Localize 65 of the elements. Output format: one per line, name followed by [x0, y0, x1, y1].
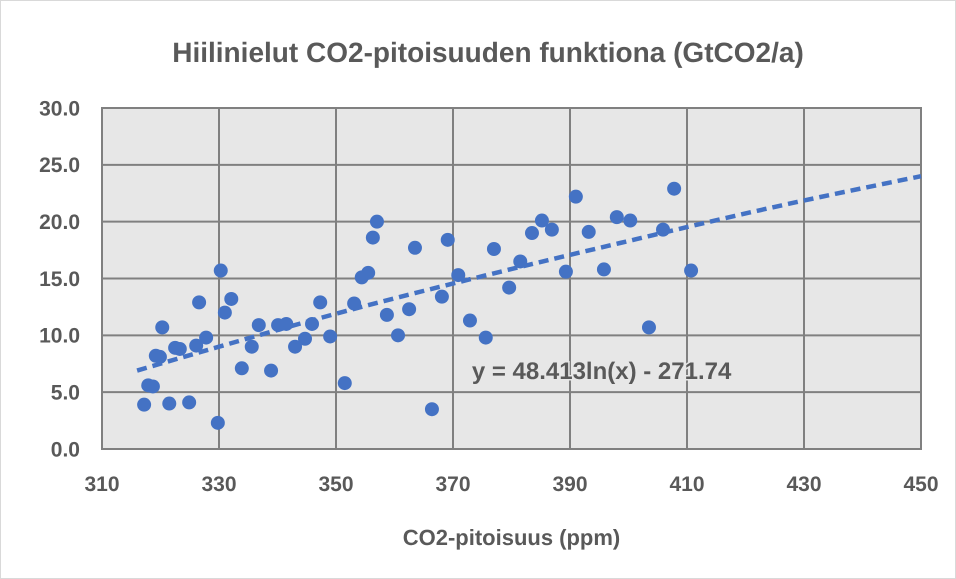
point	[478, 330, 493, 345]
point	[513, 254, 528, 268]
y-tick-label: 15.0	[39, 268, 80, 291]
point	[544, 222, 559, 237]
point	[391, 328, 406, 342]
point	[623, 214, 638, 228]
y-tick-label: 5.0	[50, 382, 80, 405]
x-tick-label: 330	[201, 473, 237, 496]
point	[684, 264, 698, 278]
point	[380, 308, 394, 322]
x-tick-label: 450	[903, 473, 939, 496]
x-tick-label: 310	[84, 473, 120, 496]
point	[313, 295, 328, 310]
x-tick-label: 390	[552, 473, 588, 496]
point	[408, 240, 422, 255]
point	[244, 340, 259, 354]
point	[137, 398, 152, 412]
point	[596, 262, 611, 276]
point	[568, 190, 583, 204]
x-tick-label: 430	[786, 473, 822, 496]
point	[162, 396, 176, 411]
point	[224, 292, 238, 306]
point	[192, 295, 206, 310]
y-tick-label: 25.0	[39, 154, 80, 178]
point	[424, 402, 439, 416]
point	[288, 340, 302, 354]
point	[298, 332, 312, 346]
point	[440, 232, 455, 247]
point	[218, 306, 232, 320]
point	[155, 320, 170, 334]
point	[582, 224, 596, 239]
y-tick-label: 20.0	[39, 211, 80, 234]
point	[264, 364, 278, 378]
point	[210, 416, 225, 430]
chart-title: Hiilinielut CO2-pitoisuuden funktiona (GtCO2/a)	[172, 37, 804, 68]
y-tick-label: 0.0	[50, 438, 80, 462]
x-tick-label: 410	[669, 473, 705, 496]
point	[610, 210, 624, 224]
point	[189, 338, 204, 353]
point	[402, 302, 416, 316]
point	[252, 318, 266, 332]
point	[462, 314, 477, 328]
y-tick-label: 30.0	[39, 97, 80, 120]
point	[361, 266, 376, 280]
point	[199, 330, 214, 345]
point	[370, 214, 384, 229]
point	[502, 280, 516, 295]
point	[486, 242, 501, 256]
point	[558, 264, 573, 279]
point	[338, 376, 352, 390]
point	[524, 226, 539, 240]
point	[434, 290, 449, 304]
x-tick-label: 350	[318, 473, 354, 496]
x-tick-label: 370	[435, 473, 471, 496]
point	[182, 395, 196, 410]
point	[667, 182, 682, 196]
point	[234, 361, 249, 376]
x-axis-title: CO2-pitoisuus (ppm)	[402, 525, 620, 550]
point	[534, 214, 549, 228]
point	[642, 320, 656, 334]
point	[323, 329, 338, 344]
point	[366, 230, 380, 245]
y-tick-label: 10.0	[39, 324, 80, 348]
point	[451, 268, 466, 282]
point	[214, 264, 228, 278]
